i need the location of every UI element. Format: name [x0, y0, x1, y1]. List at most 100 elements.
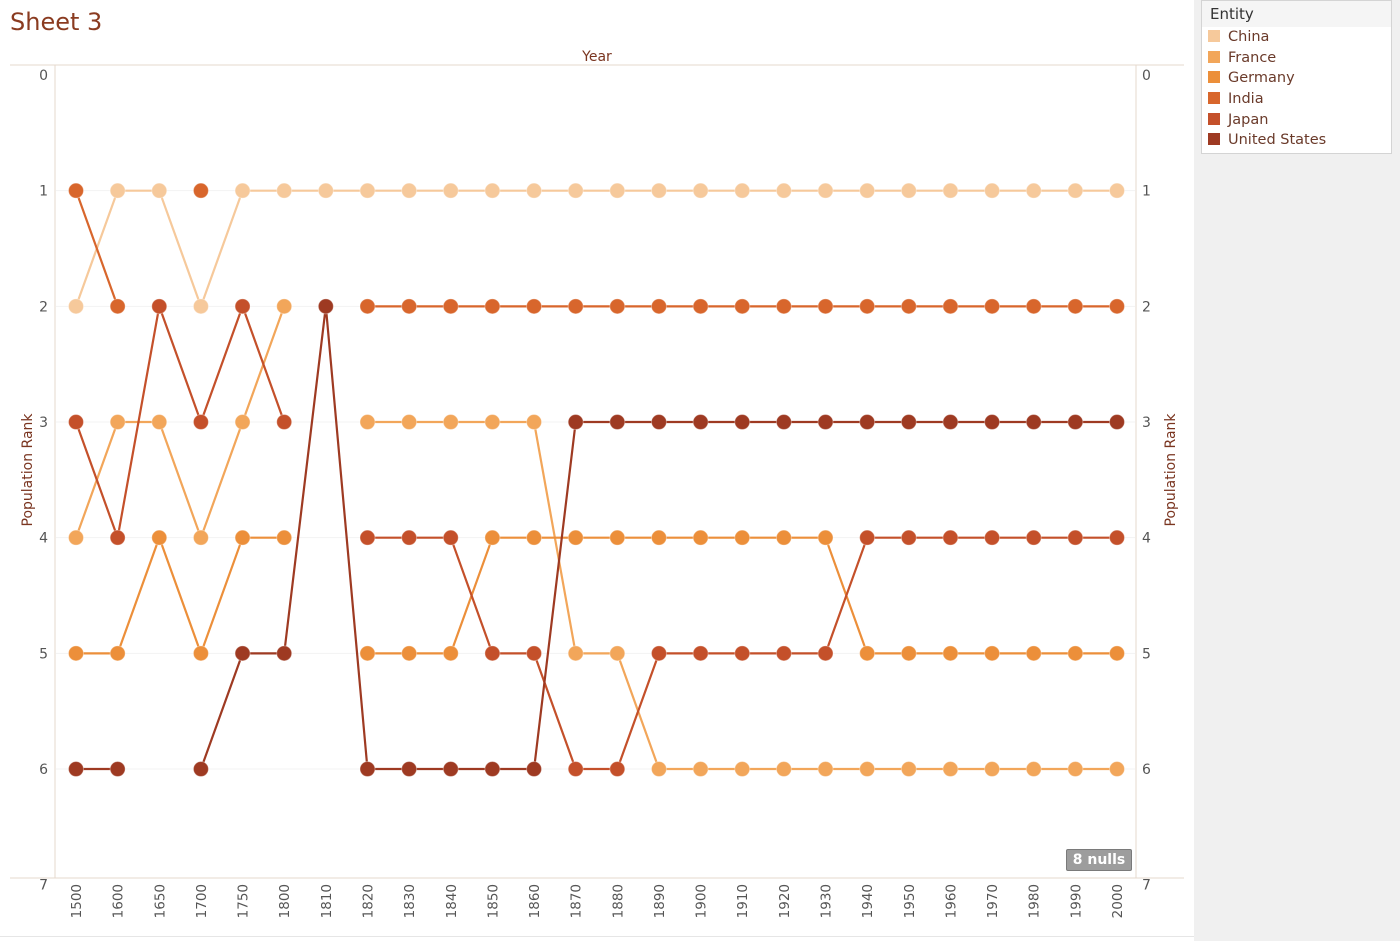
data-point-japan[interactable] [859, 529, 876, 546]
data-point-china[interactable] [1025, 182, 1042, 199]
data-point-germany[interactable] [526, 529, 543, 546]
data-point-united-states[interactable] [276, 645, 293, 662]
data-point-germany[interactable] [775, 529, 792, 546]
data-point-germany[interactable] [692, 529, 709, 546]
data-point-india[interactable] [734, 298, 751, 315]
data-point-germany[interactable] [650, 529, 667, 546]
data-point-united-states[interactable] [567, 414, 584, 431]
data-point-germany[interactable] [276, 529, 293, 546]
data-point-united-states[interactable] [942, 414, 959, 431]
data-point-china[interactable] [984, 182, 1001, 199]
data-point-china[interactable] [234, 182, 251, 199]
data-point-china[interactable] [859, 182, 876, 199]
data-point-india[interactable] [567, 298, 584, 315]
data-point-china[interactable] [484, 182, 501, 199]
data-point-germany[interactable] [859, 645, 876, 662]
data-point-united-states[interactable] [775, 414, 792, 431]
data-point-japan[interactable] [775, 645, 792, 662]
data-point-china[interactable] [734, 182, 751, 199]
data-point-germany[interactable] [151, 529, 168, 546]
data-point-japan[interactable] [817, 645, 834, 662]
data-point-france[interactable] [1025, 761, 1042, 778]
data-point-united-states[interactable] [109, 761, 126, 778]
data-point-japan[interactable] [109, 529, 126, 546]
data-point-germany[interactable] [234, 529, 251, 546]
data-point-japan[interactable] [650, 645, 667, 662]
data-point-china[interactable] [359, 182, 376, 199]
data-point-germany[interactable] [401, 645, 418, 662]
data-point-united-states[interactable] [442, 761, 459, 778]
data-point-germany[interactable] [359, 645, 376, 662]
data-point-united-states[interactable] [692, 414, 709, 431]
data-point-united-states[interactable] [734, 414, 751, 431]
data-point-india[interactable] [401, 298, 418, 315]
data-point-france[interactable] [526, 414, 543, 431]
data-point-japan[interactable] [1025, 529, 1042, 546]
data-point-germany[interactable] [734, 529, 751, 546]
legend-item-united-states[interactable]: United States [1202, 130, 1391, 151]
data-point-germany[interactable] [942, 645, 959, 662]
data-point-china[interactable] [526, 182, 543, 199]
data-point-japan[interactable] [1067, 529, 1084, 546]
data-point-china[interactable] [442, 182, 459, 199]
data-point-japan[interactable] [900, 529, 917, 546]
data-point-germany[interactable] [192, 645, 209, 662]
data-point-japan[interactable] [151, 298, 168, 315]
data-point-japan[interactable] [567, 761, 584, 778]
data-point-germany[interactable] [68, 645, 84, 662]
data-point-united-states[interactable] [859, 414, 876, 431]
data-point-united-states[interactable] [1025, 414, 1042, 431]
data-point-france[interactable] [817, 761, 834, 778]
data-point-united-states[interactable] [484, 761, 501, 778]
data-point-india[interactable] [942, 298, 959, 315]
data-point-japan[interactable] [526, 645, 543, 662]
data-point-united-states[interactable] [317, 298, 334, 315]
data-point-japan[interactable] [609, 761, 626, 778]
data-point-china[interactable] [68, 298, 84, 315]
data-point-india[interactable] [484, 298, 501, 315]
data-point-india[interactable] [192, 182, 209, 199]
data-point-india[interactable] [1067, 298, 1084, 315]
data-point-france[interactable] [151, 414, 168, 431]
data-point-japan[interactable] [1109, 529, 1125, 546]
data-point-france[interactable] [68, 529, 84, 546]
data-point-germany[interactable] [1025, 645, 1042, 662]
data-point-united-states[interactable] [234, 645, 251, 662]
data-point-india[interactable] [650, 298, 667, 315]
legend-item-india[interactable]: India [1202, 89, 1391, 110]
data-point-china[interactable] [900, 182, 917, 199]
data-point-china[interactable] [942, 182, 959, 199]
data-point-united-states[interactable] [526, 761, 543, 778]
data-point-germany[interactable] [484, 529, 501, 546]
data-point-united-states[interactable] [1067, 414, 1084, 431]
data-point-france[interactable] [859, 761, 876, 778]
data-point-france[interactable] [984, 761, 1001, 778]
data-point-united-states[interactable] [984, 414, 1001, 431]
data-point-japan[interactable] [734, 645, 751, 662]
data-point-france[interactable] [650, 761, 667, 778]
data-point-united-states[interactable] [359, 761, 376, 778]
data-point-japan[interactable] [942, 529, 959, 546]
data-point-japan[interactable] [442, 529, 459, 546]
data-point-france[interactable] [1067, 761, 1084, 778]
data-point-japan[interactable] [234, 298, 251, 315]
data-point-china[interactable] [817, 182, 834, 199]
data-point-united-states[interactable] [609, 414, 626, 431]
data-point-germany[interactable] [817, 529, 834, 546]
data-point-germany[interactable] [1067, 645, 1084, 662]
data-point-india[interactable] [859, 298, 876, 315]
data-point-japan[interactable] [68, 414, 84, 431]
data-point-india[interactable] [526, 298, 543, 315]
data-point-india[interactable] [775, 298, 792, 315]
data-point-germany[interactable] [900, 645, 917, 662]
data-point-japan[interactable] [692, 645, 709, 662]
data-point-france[interactable] [192, 529, 209, 546]
data-point-india[interactable] [900, 298, 917, 315]
data-point-china[interactable] [1067, 182, 1084, 199]
data-point-france[interactable] [900, 761, 917, 778]
data-point-india[interactable] [68, 182, 84, 199]
data-point-united-states[interactable] [817, 414, 834, 431]
data-point-india[interactable] [1109, 298, 1125, 315]
data-point-france[interactable] [567, 645, 584, 662]
data-point-china[interactable] [401, 182, 418, 199]
